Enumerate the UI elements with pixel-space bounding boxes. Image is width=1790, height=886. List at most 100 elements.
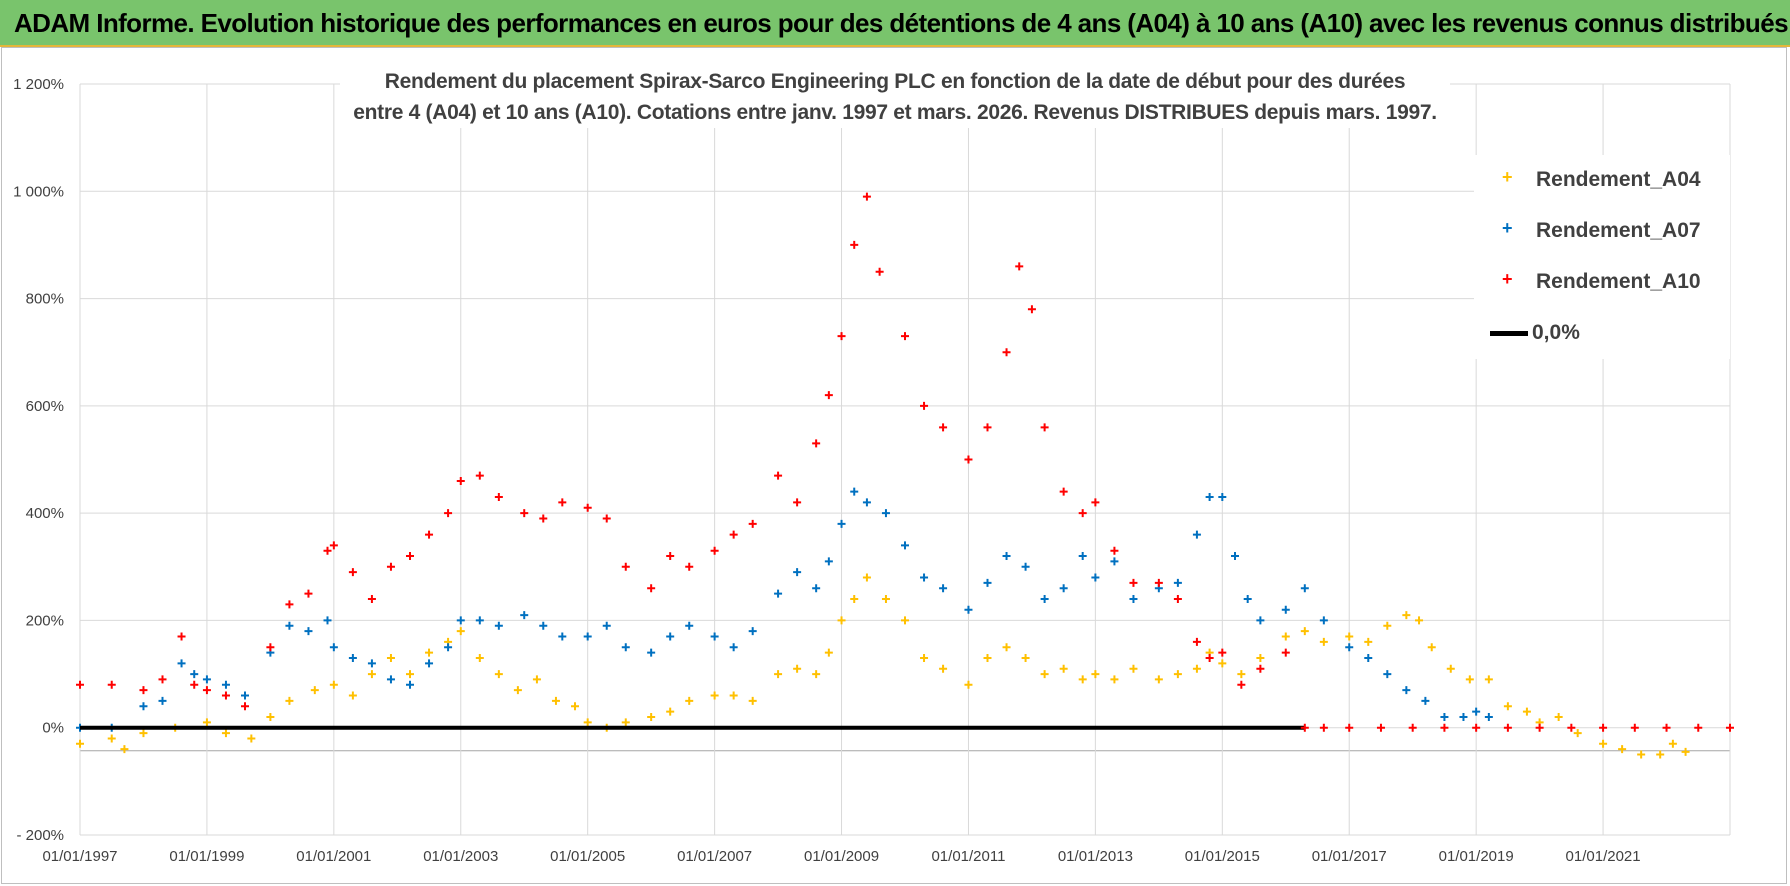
data-point: [406, 552, 414, 561]
data-point: [266, 712, 275, 721]
data-point: [310, 686, 319, 695]
x-tick-label: 01/01/2009: [804, 848, 879, 865]
x-tick-label: 01/01/2021: [1566, 848, 1641, 865]
data-point: [621, 718, 630, 727]
data-point: [920, 401, 929, 410]
data-point: [285, 600, 294, 609]
data-point: [1415, 616, 1424, 625]
data-point: [1205, 653, 1214, 662]
data-point: [386, 675, 395, 684]
data-point: [647, 584, 656, 593]
data-point: [1154, 578, 1163, 587]
data-point: [621, 562, 630, 571]
data-point: [475, 653, 484, 662]
legend: + Rendement_A04 + Rendement_A07 + Rendem…: [1474, 155, 1730, 359]
data-point: [1129, 594, 1138, 603]
x-tick-label: 01/01/2005: [550, 848, 625, 865]
legend-item-a10: + Rendement_A10: [1474, 267, 1730, 297]
data-point: [425, 648, 434, 657]
data-point: [964, 455, 973, 464]
data-point: [881, 509, 890, 518]
data-point: [1040, 594, 1049, 603]
data-point: [1281, 605, 1290, 614]
data-point: [824, 648, 833, 657]
data-point: [850, 487, 859, 496]
data-point: [367, 670, 376, 679]
data-point: [1129, 578, 1138, 587]
data-point: [602, 514, 611, 523]
data-point: [1503, 702, 1512, 711]
data-point: [1484, 712, 1493, 721]
data-point: [475, 616, 484, 625]
data-point: [425, 530, 434, 539]
data-point: [304, 627, 313, 636]
data-point: [621, 643, 630, 652]
data-point: [1231, 552, 1239, 561]
data-point: [901, 616, 909, 625]
data-point: [964, 680, 973, 689]
data-point: [1091, 670, 1100, 679]
data-point: [120, 745, 129, 754]
data-point: [666, 552, 675, 561]
data-point: [177, 632, 186, 641]
y-tick-label: 800%: [26, 291, 64, 308]
data-point: [1345, 723, 1354, 732]
data-point: [964, 605, 973, 614]
x-tick-label: 01/01/1997: [42, 848, 117, 865]
y-tick-label: 1 200%: [13, 76, 64, 93]
data-point: [837, 616, 846, 625]
report-title: ADAM Informe. Evolution historique des p…: [14, 8, 1789, 38]
data-point: [329, 541, 338, 550]
data-point: [1554, 712, 1563, 721]
data-point: [1383, 621, 1392, 630]
data-point: [1256, 616, 1265, 625]
data-point: [76, 680, 84, 689]
data-point: [1059, 584, 1068, 593]
x-tick-label: 01/01/2013: [1058, 848, 1133, 865]
data-point: [539, 514, 548, 523]
data-point: [1243, 594, 1252, 603]
data-point: [1567, 723, 1576, 732]
data-point: [1656, 750, 1665, 759]
chart-title-line-2: entre 4 (A04) et 10 ans (A10). Cotations…: [353, 101, 1437, 124]
data-point: [901, 332, 909, 341]
data-point: [266, 643, 275, 652]
data-point: [710, 632, 719, 641]
data-point: [1256, 653, 1265, 662]
chart-title-line-1: Rendement du placement Spirax-Sarco Engi…: [384, 70, 1406, 93]
chart-title: Rendement du placement Spirax-Sarco Engi…: [340, 66, 1450, 128]
data-point: [920, 653, 929, 662]
data-point: [729, 691, 738, 700]
data-point: [1599, 723, 1608, 732]
data-point: [1173, 578, 1182, 587]
data-point: [1522, 707, 1531, 716]
data-point: [1465, 675, 1474, 684]
data-point: [323, 546, 332, 555]
data-point: [1573, 729, 1582, 738]
data-point: [881, 594, 890, 603]
data-point: [685, 562, 694, 571]
data-point: [1154, 675, 1163, 684]
data-point: [558, 498, 567, 507]
y-tick-label: 0%: [42, 720, 64, 737]
data-point: [1015, 262, 1024, 271]
y-tick-label: - 200%: [16, 827, 64, 844]
legend-label-a04: Rendement_A04: [1536, 168, 1701, 191]
data-point: [532, 675, 541, 684]
legend-marker-zero: [1490, 331, 1528, 336]
data-point: [1472, 707, 1481, 716]
data-point: [1630, 723, 1639, 732]
data-point: [425, 659, 434, 668]
data-point: [1364, 653, 1373, 662]
data-point: [1256, 664, 1265, 673]
data-point: [710, 546, 719, 555]
data-point: [221, 680, 230, 689]
chart-frame: [1, 47, 1787, 884]
data-point: [1237, 680, 1246, 689]
report-banner: ADAM Informe. Evolution historique des p…: [0, 0, 1790, 47]
data-point: [494, 621, 503, 630]
data-point: [583, 632, 592, 641]
data-point: [1192, 664, 1201, 673]
data-point: [812, 584, 821, 593]
y-tick-label: 200%: [26, 612, 64, 629]
